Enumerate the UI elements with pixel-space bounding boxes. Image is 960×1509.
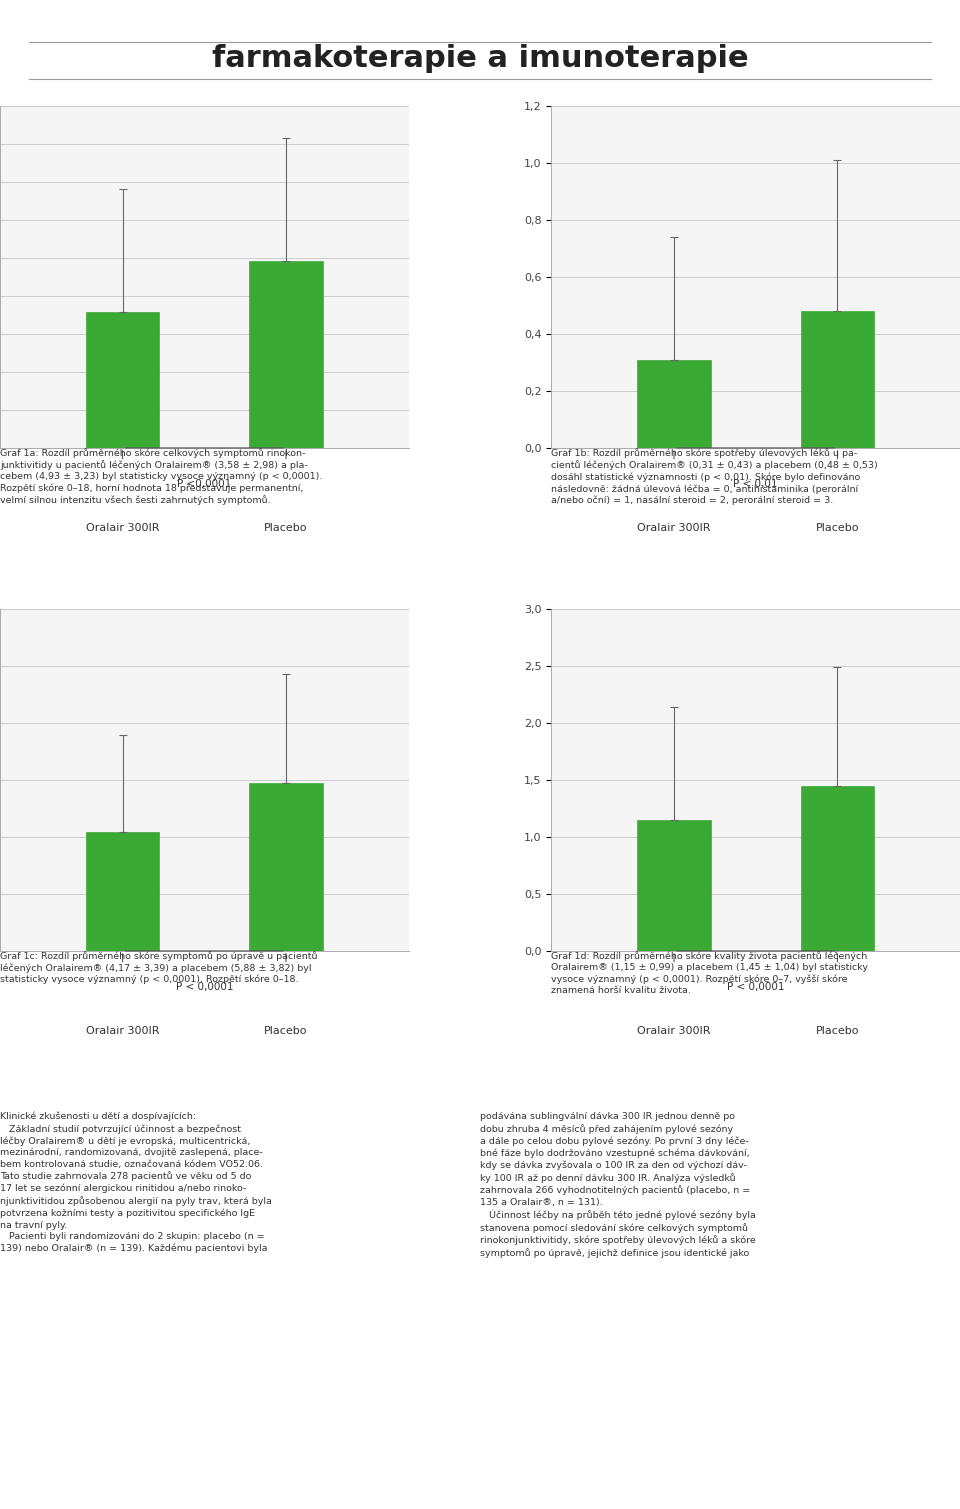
- Text: Graf 1a: Rozdíl průměrného skóre celkových symptomů rinokon-
junktivitidy u paci: Graf 1a: Rozdíl průměrného skóre celkový…: [0, 448, 323, 506]
- Text: Oralair 300IR: Oralair 300IR: [637, 524, 710, 533]
- Text: P <0,0001: P <0,0001: [178, 478, 231, 489]
- Text: P < 0,0001: P < 0,0001: [727, 982, 784, 991]
- Text: Graf 1b: Rozdíl průměrného skóre spotřeby úlevových léků u pa-
cientů léčených O: Graf 1b: Rozdíl průměrného skóre spotřeb…: [551, 448, 878, 506]
- Text: P < 0,01: P < 0,01: [733, 478, 778, 489]
- Text: Oralair 300IR: Oralair 300IR: [85, 524, 159, 533]
- Bar: [250, 783, 323, 951]
- Text: Placebo: Placebo: [816, 1026, 859, 1037]
- Text: Graf 1c: Rozdíl průměrného skóre symptomů po úpravě u pacientů
léčených Oralaire: Graf 1c: Rozdíl průměrného skóre symptom…: [0, 951, 318, 984]
- Text: farmakoterapie a imunoterapie: farmakoterapie a imunoterapie: [212, 44, 748, 72]
- Text: Klinické zkušenosti u dětí a dospívajících:
   Základní studií potvrzující účinn: Klinické zkušenosti u dětí a dospívající…: [0, 1112, 272, 1252]
- Text: Oralair 300IR: Oralair 300IR: [85, 1026, 159, 1037]
- Bar: [250, 261, 323, 448]
- Bar: [637, 819, 710, 951]
- Text: Placebo: Placebo: [264, 1026, 308, 1037]
- Bar: [801, 786, 875, 951]
- Bar: [85, 831, 159, 951]
- Bar: [801, 311, 875, 448]
- Text: P < 0,0001: P < 0,0001: [176, 982, 233, 991]
- Text: podávána sublingvální dávka 300 IR jednou denně po
dobu zhruba 4 měsíců před zah: podávána sublingvální dávka 300 IR jedno…: [480, 1112, 756, 1259]
- Text: Oralair 300IR: Oralair 300IR: [637, 1026, 710, 1037]
- Text: Placebo: Placebo: [264, 524, 308, 533]
- Text: Graf 1d: Rozdíl průměrného skóre kvality života pacientů léčených
Oralairem® (1,: Graf 1d: Rozdíl průměrného skóre kvality…: [551, 951, 869, 994]
- Bar: [85, 312, 159, 448]
- Text: Placebo: Placebo: [816, 524, 859, 533]
- Bar: [637, 359, 710, 448]
